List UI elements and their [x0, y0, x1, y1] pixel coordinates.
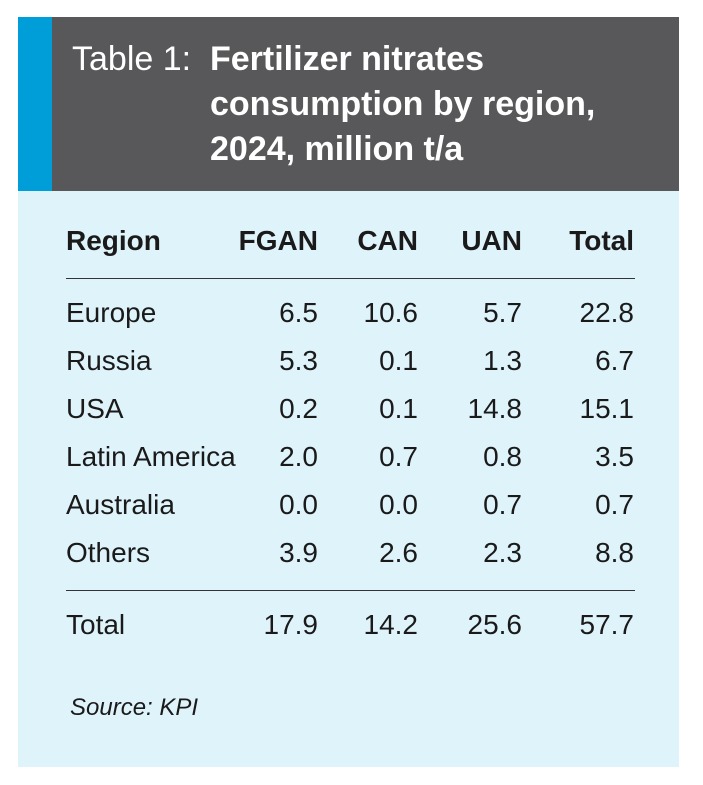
total-cell-uan: 25.6: [467, 609, 523, 640]
table-cell-total: 6.7: [595, 345, 634, 376]
table-cell-total: 3.5: [595, 441, 634, 472]
total-cell-total: 57.7: [579, 609, 635, 640]
table-label: Table 1:: [72, 40, 192, 78]
table-cell-can: 0.0: [379, 489, 418, 520]
table-cell-uan: 1.3: [483, 345, 522, 376]
table-cell-fgan: 5.3: [279, 345, 318, 376]
table-cell-fgan: 0.2: [279, 393, 318, 424]
table-cell-fgan: 3.9: [279, 537, 318, 568]
table-title-line: Fertilizer nitrates: [210, 40, 484, 78]
table-cell-total: 15.1: [579, 393, 635, 424]
total-divider: [66, 590, 635, 591]
table-cell-fgan: 2.0: [279, 441, 318, 472]
table-cell-region: Others: [66, 537, 151, 568]
table-cell-fgan: 0.0: [279, 489, 318, 520]
table-cell-can: 2.6: [379, 537, 418, 568]
header-divider: [66, 278, 635, 279]
table-cell-can: 0.1: [379, 345, 418, 376]
table-cell-fgan: 6.5: [279, 297, 318, 328]
source-note: Source: KPI: [70, 694, 199, 721]
table-title-line: consumption by region,: [210, 85, 596, 123]
table-cell-uan: 5.7: [483, 297, 522, 328]
table-cell-can: 10.6: [363, 297, 419, 328]
table-cell-total: 0.7: [595, 489, 634, 520]
table-title: Fertilizer nitrates consumption by regio…: [210, 37, 650, 172]
table-cell-can: 0.1: [379, 393, 418, 424]
table-cell-region: USA: [66, 393, 124, 424]
table-cell-uan: 14.8: [467, 393, 523, 424]
table-card: Table 1: Fertilizer nitrates consumption…: [18, 17, 679, 767]
table-cell-uan: 2.3: [483, 537, 522, 568]
table-title-line: 2024, million t/a: [210, 130, 464, 168]
table-cell-total: 8.8: [595, 537, 634, 568]
total-cell-can: 14.2: [363, 609, 419, 640]
table-cell-can: 0.7: [379, 441, 418, 472]
table-cell-region: Europe: [66, 297, 157, 328]
accent-bar: [18, 17, 52, 191]
column-header-uan: UAN: [461, 225, 522, 256]
column-header-total: Total: [569, 225, 634, 256]
table-cell-region: Australia: [66, 489, 175, 520]
column-header-fgan: FGAN: [238, 225, 318, 256]
column-header-region: Region: [66, 225, 161, 256]
table-cell-total: 22.8: [579, 297, 635, 328]
table-cell-region: Latin America: [66, 441, 236, 472]
column-header-can: CAN: [357, 225, 418, 256]
total-cell-fgan: 17.9: [263, 609, 319, 640]
table-cell-uan: 0.7: [483, 489, 522, 520]
total-row-label: Total: [66, 609, 126, 640]
table-cell-uan: 0.8: [483, 441, 522, 472]
table-cell-region: Russia: [66, 345, 152, 376]
table-header: Table 1: Fertilizer nitrates consumption…: [18, 17, 679, 191]
